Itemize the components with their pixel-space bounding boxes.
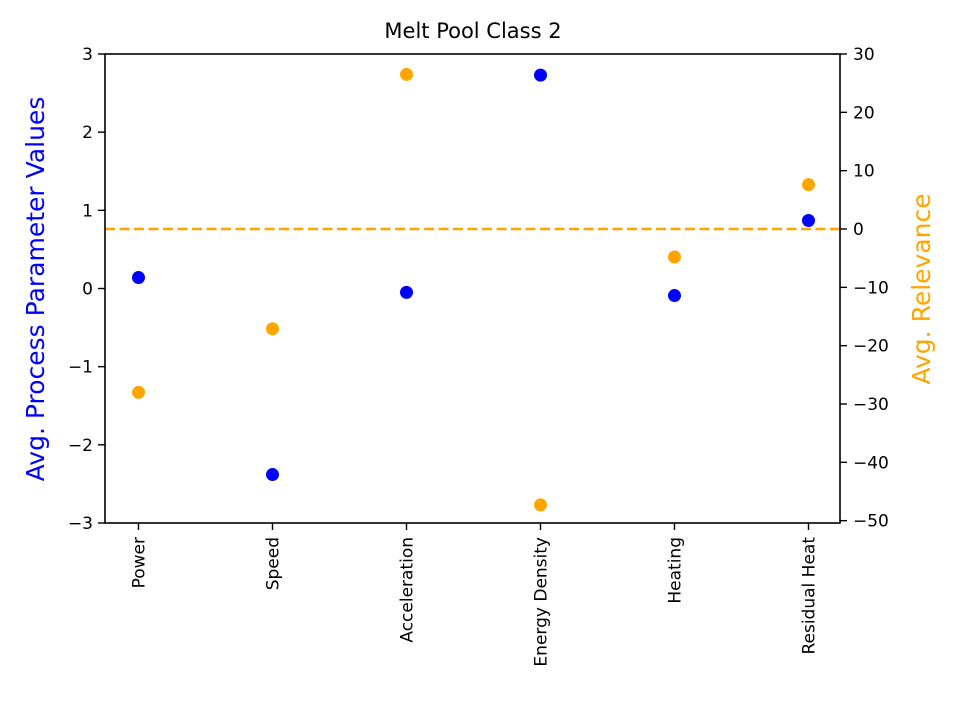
relevance-point-2 [400, 67, 413, 81]
relevance-point-5 [802, 178, 815, 192]
relevance-point-1 [266, 322, 279, 336]
right-tick-label: 0 [853, 220, 864, 240]
left-tick-label: 1 [82, 201, 93, 221]
right-tick-label: −40 [853, 453, 889, 473]
left-tick-label: 0 [82, 280, 93, 300]
right-axis-label: Avg. Relevance [907, 193, 936, 384]
x-tick-label: Acceleration [398, 537, 418, 643]
parameter-point-5 [802, 213, 815, 227]
x-tick-label: Residual Heat [800, 537, 820, 655]
x-tick-label: Power [130, 537, 150, 588]
x-tick-label: Speed [264, 537, 284, 590]
parameter-point-2 [400, 285, 413, 299]
right-tick-label: 20 [853, 103, 875, 123]
left-tick-label: −3 [68, 514, 93, 534]
parameter-point-4 [668, 289, 681, 303]
right-tick-label: −30 [853, 395, 889, 415]
right-tick-label: −10 [853, 278, 889, 298]
right-tick-label: −20 [853, 337, 889, 357]
left-tick-label: −2 [68, 436, 93, 456]
relevance-point-0 [132, 385, 145, 399]
right-tick-label: 10 [853, 162, 875, 182]
left-axis-label: Avg. Process Parameter Values [21, 97, 50, 482]
relevance-point-4 [668, 250, 681, 264]
x-tick-label: Energy Density [532, 537, 552, 667]
left-tick-label: 2 [82, 123, 93, 143]
chart-title: Melt Pool Class 2 [384, 19, 561, 43]
axes-frame [104, 53, 841, 524]
right-tick-label: 30 [853, 45, 875, 65]
relevance-point-3 [534, 498, 547, 512]
right-tick-label: −50 [853, 512, 889, 532]
left-tick-label: 3 [82, 45, 93, 65]
parameter-point-0 [132, 271, 145, 285]
parameter-point-3 [534, 68, 547, 82]
parameter-point-1 [266, 468, 279, 482]
x-tick-label: Heating [666, 537, 686, 604]
left-tick-label: −1 [68, 358, 93, 378]
